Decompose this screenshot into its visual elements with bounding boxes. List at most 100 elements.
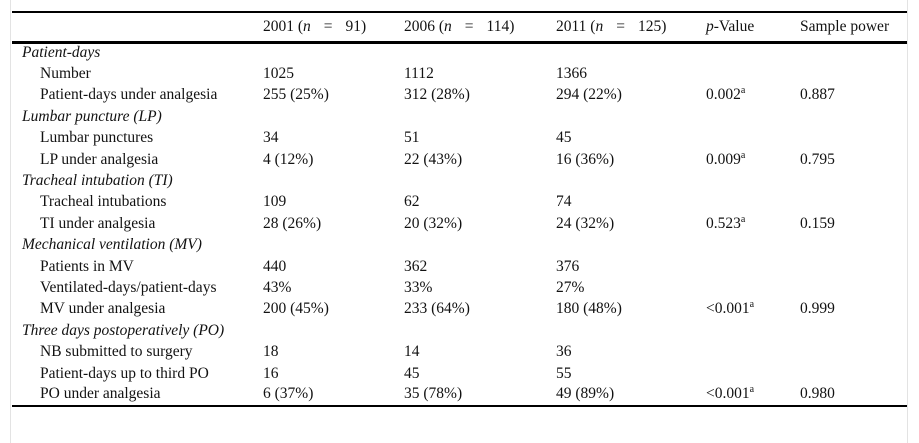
- cell-p-value: <0.001a: [706, 299, 755, 318]
- table-row: Patient-days under analgesia 255 (25%) 312…: [12, 85, 907, 106]
- row-label: Patient-days under analgesia: [40, 86, 218, 104]
- cell-p-value: [706, 128, 800, 149]
- cell-2006: 62: [404, 193, 420, 211]
- cell-2006: 33%: [404, 278, 433, 296]
- cell-sample-power: [800, 128, 907, 149]
- cell-sample-power: 0.999: [800, 300, 835, 318]
- cell-2006: 35 (78%): [404, 385, 463, 403]
- cell-2011: 24 (32%): [556, 214, 615, 232]
- cell-2001: 6 (37%): [263, 385, 314, 403]
- footnote-marker: a: [740, 149, 746, 161]
- column-header-p-value: p-Value: [706, 12, 800, 42]
- row-label: Ventilated-days/patient-days: [40, 278, 217, 296]
- cell-2001: 200 (45%): [263, 300, 329, 318]
- cell-sample-power: [800, 363, 907, 384]
- row-label: Number: [40, 65, 91, 83]
- left-page-edge: [10, 0, 11, 443]
- cell-2011: 49 (89%): [556, 385, 615, 403]
- cell-2001: 1025: [263, 65, 294, 83]
- cell-2001: 440: [263, 257, 287, 275]
- footnote-marker: a: [740, 85, 746, 97]
- row-label: TI under analgesia: [40, 214, 156, 232]
- cell-2001: 109: [263, 193, 287, 211]
- section-header-row: Lumbar puncture (LP): [12, 106, 907, 127]
- cell-sample-power: [800, 341, 907, 362]
- table-row: Patient-days up to third PO 16 45 55: [12, 363, 907, 384]
- footnote-marker: a: [749, 299, 755, 311]
- footnote-marker: a: [740, 213, 746, 225]
- row-label: Patient-days up to third PO: [40, 364, 209, 382]
- right-page-edge: [907, 0, 908, 443]
- cell-sample-power: [800, 256, 907, 277]
- table-row: MV under analgesia 200 (45%) 233 (64%) 180 …: [12, 299, 907, 320]
- cell-2006: 233 (64%): [404, 300, 470, 318]
- cell-2011: 45: [556, 129, 572, 147]
- cell-p-value: [706, 277, 800, 298]
- table-row: Ventilated-days/patient-days 43% 33% 27%: [12, 277, 907, 298]
- cell-sample-power: [800, 63, 907, 84]
- cell-2001: 43%: [263, 278, 292, 296]
- cell-2011: 376: [556, 257, 580, 275]
- row-label: LP under analgesia: [40, 150, 159, 168]
- cell-p-value: 0.523a: [706, 213, 746, 232]
- section-title: Mechanical ventilation (MV): [22, 236, 202, 254]
- row-label: NB submitted to surgery: [40, 343, 193, 361]
- table-row: NB submitted to surgery 18 14 36: [12, 341, 907, 362]
- n-count: 91): [345, 17, 367, 35]
- cell-2011: 55: [556, 364, 572, 382]
- analgesia-statistics-table: 2001 (n = 91) 2006 (n = 114) 2011 (n = 125) p-…: [12, 11, 907, 407]
- cell-sample-power: [800, 192, 907, 213]
- cell-p-value: 0.002a: [706, 85, 746, 104]
- n-count: 114): [486, 17, 515, 35]
- cell-2011: 36: [556, 343, 572, 361]
- cell-sample-power: 0.980: [800, 385, 835, 403]
- table-row: Tracheal intubations 109 62 74: [12, 192, 907, 213]
- column-header-2011: 2011 (n = 125): [556, 12, 706, 42]
- row-label-header: [12, 12, 263, 42]
- n-symbol: n: [303, 17, 311, 35]
- cell-2001: 255 (25%): [263, 86, 329, 104]
- cell-2011: 1366: [556, 65, 587, 83]
- cell-sample-power: 0.159: [800, 214, 835, 232]
- row-label: Lumbar punctures: [40, 129, 154, 147]
- n-symbol: n: [444, 17, 452, 35]
- cell-2001: 16: [263, 364, 279, 382]
- year-prefix: 2001 (: [263, 17, 304, 35]
- p-symbol: p: [706, 17, 714, 35]
- cell-2011: 74: [556, 193, 572, 211]
- cell-p-value: [706, 341, 800, 362]
- section-title: Lumbar puncture (LP): [22, 107, 162, 125]
- table-row: Number 1025 1112 1366: [12, 63, 907, 84]
- year-prefix: 2011 (: [556, 17, 596, 35]
- table-header-row: 2001 (n = 91) 2006 (n = 114) 2011 (n = 125) p-…: [12, 12, 907, 42]
- row-label: Patients in MV: [40, 257, 134, 275]
- cell-p-value: [706, 63, 800, 84]
- cell-2001: 4 (12%): [263, 150, 314, 168]
- cell-2006: 312 (28%): [404, 86, 470, 104]
- cell-sample-power: 0.795: [800, 150, 835, 168]
- row-label: PO under analgesia: [40, 385, 161, 403]
- section-header-row: Tracheal intubation (TI): [12, 170, 907, 191]
- section-header-row: Patient-days: [12, 42, 907, 63]
- section-title: Patient-days: [22, 44, 101, 62]
- footnote-marker: a: [749, 384, 755, 396]
- equals-sign: =: [323, 17, 333, 35]
- cell-2011: 16 (36%): [556, 150, 615, 168]
- cell-2006: 51: [404, 129, 420, 147]
- cell-sample-power: [800, 277, 907, 298]
- cell-2006: 22 (43%): [404, 150, 463, 168]
- cell-2001: 34: [263, 129, 279, 147]
- cell-2006: 362: [404, 257, 428, 275]
- table-row: TI under analgesia 28 (26%) 20 (32%) 24 (32…: [12, 213, 907, 234]
- n-count: 125): [637, 17, 667, 35]
- section-title: Three days postoperatively (PO): [22, 321, 225, 339]
- cell-p-value: [706, 256, 800, 277]
- column-header-2001: 2001 (n = 91): [263, 12, 404, 42]
- cell-p-value: [706, 363, 800, 384]
- table-row: PO under analgesia 6 (37%) 35 (78%) 49 (89%…: [12, 384, 907, 405]
- cell-2011: 294 (22%): [556, 86, 622, 104]
- cell-sample-power: 0.887: [800, 86, 835, 104]
- cell-2001: 28 (26%): [263, 214, 322, 232]
- cell-2011: 27%: [556, 278, 585, 296]
